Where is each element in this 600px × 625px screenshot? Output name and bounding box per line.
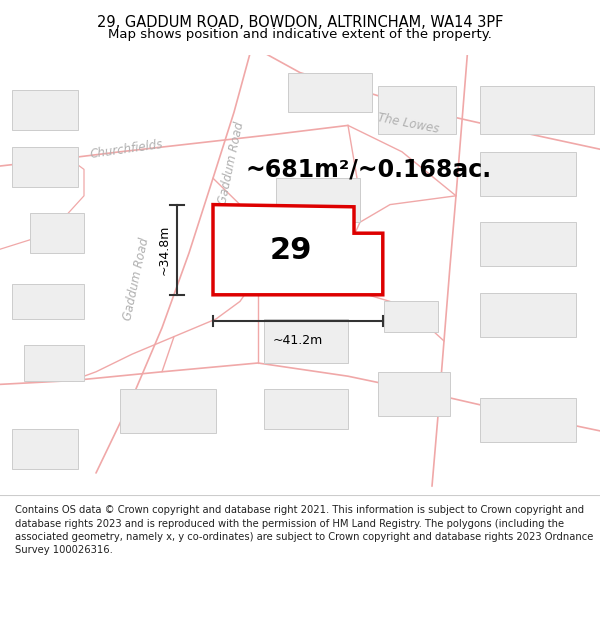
- Text: Gaddum Road: Gaddum Road: [122, 237, 152, 322]
- Polygon shape: [378, 86, 456, 134]
- Polygon shape: [213, 204, 383, 295]
- Text: 29, GADDUM ROAD, BOWDON, ALTRINCHAM, WA14 3PF: 29, GADDUM ROAD, BOWDON, ALTRINCHAM, WA1…: [97, 16, 503, 31]
- Text: Contains OS data © Crown copyright and database right 2021. This information is : Contains OS data © Crown copyright and d…: [15, 506, 593, 555]
- Text: Churchfields: Churchfields: [89, 138, 163, 161]
- Polygon shape: [264, 319, 348, 363]
- Polygon shape: [30, 213, 84, 253]
- Polygon shape: [264, 389, 348, 429]
- Polygon shape: [12, 90, 78, 130]
- Polygon shape: [24, 346, 84, 381]
- Polygon shape: [12, 284, 84, 319]
- Polygon shape: [276, 253, 360, 292]
- Polygon shape: [12, 429, 78, 469]
- Polygon shape: [480, 86, 594, 134]
- Text: ~681m²/~0.168ac.: ~681m²/~0.168ac.: [246, 158, 492, 181]
- Polygon shape: [378, 372, 450, 416]
- Polygon shape: [120, 389, 216, 433]
- Text: ~34.8m: ~34.8m: [157, 224, 170, 275]
- Text: 29: 29: [270, 236, 312, 265]
- Text: Map shows position and indicative extent of the property.: Map shows position and indicative extent…: [108, 28, 492, 41]
- Polygon shape: [384, 301, 438, 332]
- Polygon shape: [276, 178, 360, 222]
- Text: Gaddum Road: Gaddum Road: [216, 120, 246, 206]
- Polygon shape: [480, 152, 576, 196]
- Text: ~41.2m: ~41.2m: [273, 334, 323, 348]
- Polygon shape: [480, 292, 576, 337]
- Polygon shape: [480, 222, 576, 266]
- Polygon shape: [12, 148, 78, 187]
- Polygon shape: [480, 398, 576, 442]
- Text: The Lowes: The Lowes: [376, 111, 440, 136]
- Polygon shape: [288, 72, 372, 112]
